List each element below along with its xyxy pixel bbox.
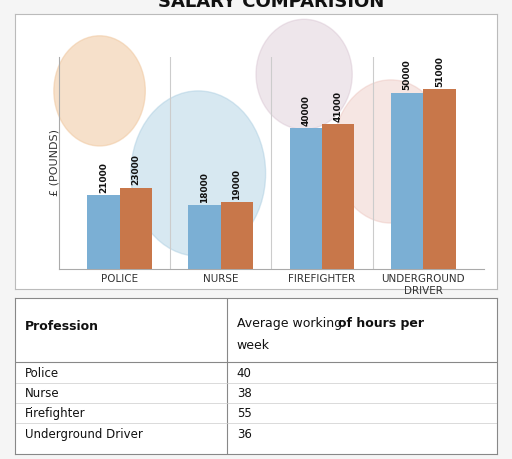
Text: Nurse: Nurse bbox=[25, 387, 59, 400]
Text: 55: 55 bbox=[237, 407, 251, 420]
Text: 40000: 40000 bbox=[301, 95, 310, 126]
Bar bbox=[87, 195, 120, 269]
Y-axis label: £ (POUNDS): £ (POUNDS) bbox=[50, 129, 60, 196]
Text: week: week bbox=[237, 339, 270, 352]
Text: Underground Driver: Underground Driver bbox=[25, 428, 143, 441]
Title: SALARY COMPARISION: SALARY COMPARISION bbox=[158, 0, 385, 11]
Ellipse shape bbox=[131, 91, 266, 256]
Text: Firefighter: Firefighter bbox=[25, 407, 86, 420]
Bar bbox=[290, 128, 322, 269]
Text: Average working: Average working bbox=[237, 317, 346, 330]
Bar bbox=[120, 188, 152, 269]
Text: 38: 38 bbox=[237, 387, 251, 400]
Bar bbox=[322, 124, 354, 269]
Text: 18000: 18000 bbox=[200, 172, 209, 203]
Ellipse shape bbox=[256, 19, 352, 129]
Text: 50000: 50000 bbox=[402, 60, 412, 90]
Text: 41000: 41000 bbox=[334, 91, 343, 122]
Ellipse shape bbox=[54, 36, 145, 146]
Text: Profession: Profession bbox=[25, 320, 99, 333]
Text: 51000: 51000 bbox=[435, 56, 444, 87]
Bar bbox=[188, 205, 221, 269]
Ellipse shape bbox=[333, 80, 449, 223]
Text: of hours per: of hours per bbox=[338, 317, 424, 330]
Text: 40: 40 bbox=[237, 367, 251, 380]
Text: Police: Police bbox=[25, 367, 59, 380]
Bar bbox=[423, 89, 456, 269]
Text: 21000: 21000 bbox=[99, 162, 108, 192]
Bar bbox=[391, 93, 423, 269]
Text: 19000: 19000 bbox=[232, 168, 242, 200]
Text: 23000: 23000 bbox=[131, 155, 140, 185]
Text: 36: 36 bbox=[237, 428, 251, 441]
Bar bbox=[221, 202, 253, 269]
